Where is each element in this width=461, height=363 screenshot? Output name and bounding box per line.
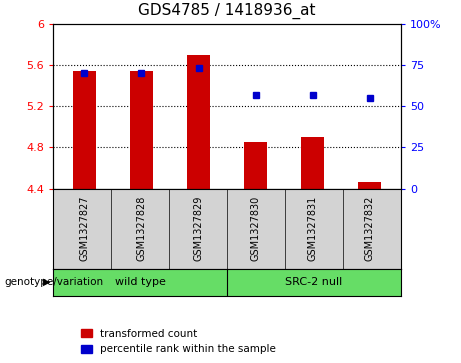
Text: GSM1327830: GSM1327830: [251, 196, 260, 261]
Title: GDS4785 / 1418936_at: GDS4785 / 1418936_at: [138, 3, 316, 20]
Text: GSM1327828: GSM1327828: [136, 196, 147, 261]
Text: SRC-2 null: SRC-2 null: [285, 277, 343, 287]
Text: GSM1327831: GSM1327831: [307, 196, 318, 261]
Bar: [53, 269, 227, 296]
Bar: [73, 71, 96, 189]
Text: GSM1327829: GSM1327829: [194, 196, 203, 261]
Bar: [301, 137, 324, 189]
Bar: [130, 71, 153, 189]
Text: genotype/variation: genotype/variation: [5, 277, 104, 287]
Bar: [227, 269, 401, 296]
Text: GSM1327827: GSM1327827: [79, 196, 89, 261]
Text: GSM1327832: GSM1327832: [365, 196, 375, 261]
Bar: [187, 54, 210, 189]
Legend: transformed count, percentile rank within the sample: transformed count, percentile rank withi…: [81, 329, 276, 354]
Text: ▶: ▶: [43, 277, 51, 287]
Text: wild type: wild type: [115, 277, 165, 287]
Bar: [358, 182, 381, 189]
Bar: [244, 142, 267, 189]
